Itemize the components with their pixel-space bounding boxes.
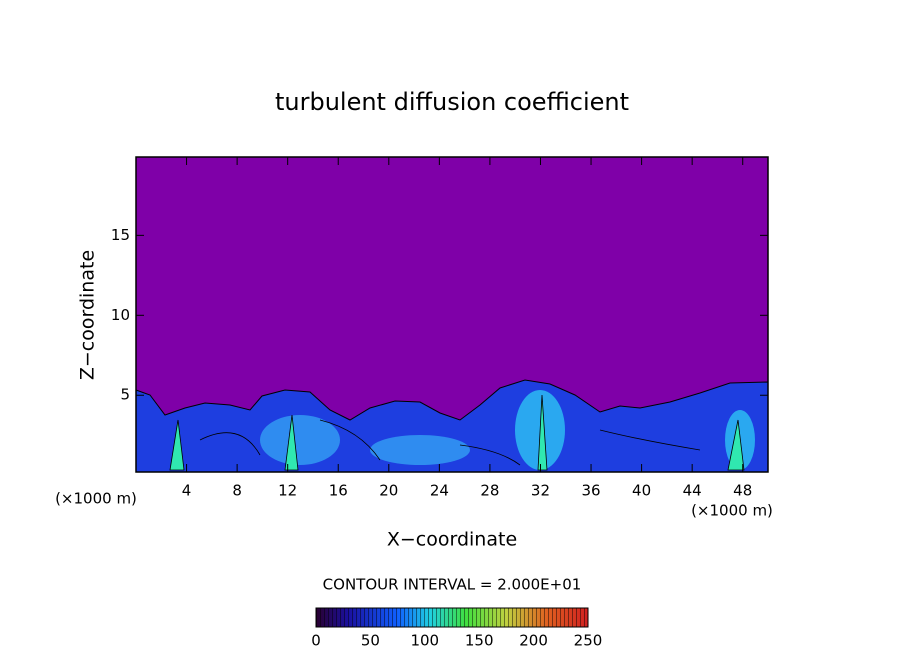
colorbar-tick-label: 0 xyxy=(311,632,321,650)
x-tick-label: 36 xyxy=(581,482,600,500)
colorbar-tick-label: 150 xyxy=(465,632,494,650)
contour-interval: CONTOUR INTERVAL = 2.000E+01 xyxy=(323,576,582,594)
field xyxy=(135,156,769,473)
x-tick-label: 24 xyxy=(430,482,449,500)
colorbar-tick-label: 100 xyxy=(410,632,439,650)
x-unit-label: (×1000 m) xyxy=(55,490,137,508)
x-tick-label: 28 xyxy=(480,482,499,500)
colorbar-tick-label: 200 xyxy=(519,632,548,650)
x-tick-label: 40 xyxy=(632,482,651,500)
y-tick-label: 5 xyxy=(120,386,130,404)
x-tick-label: 48 xyxy=(733,482,752,500)
colorbar-frame xyxy=(315,607,589,628)
y-axis-label: Z−coordinate xyxy=(77,250,99,380)
chart-title: turbulent diffusion coefficient xyxy=(275,88,629,116)
x-tick-label: 20 xyxy=(379,482,398,500)
x-tick-label: 4 xyxy=(182,482,192,500)
x-tick-label: 16 xyxy=(329,482,348,500)
x-tick-label: 32 xyxy=(531,482,550,500)
y-tick-label: 15 xyxy=(111,226,130,244)
x-unit-label: (×1000 m) xyxy=(691,502,773,520)
x-axis-label: X−coordinate xyxy=(387,529,517,551)
y-tick-label: 10 xyxy=(111,306,130,324)
colorbar-tick-label: 50 xyxy=(361,632,380,650)
x-tick-label: 44 xyxy=(683,482,702,500)
colorbar-tick-label: 250 xyxy=(574,632,603,650)
x-tick-label: 8 xyxy=(232,482,242,500)
x-tick-label: 12 xyxy=(278,482,297,500)
